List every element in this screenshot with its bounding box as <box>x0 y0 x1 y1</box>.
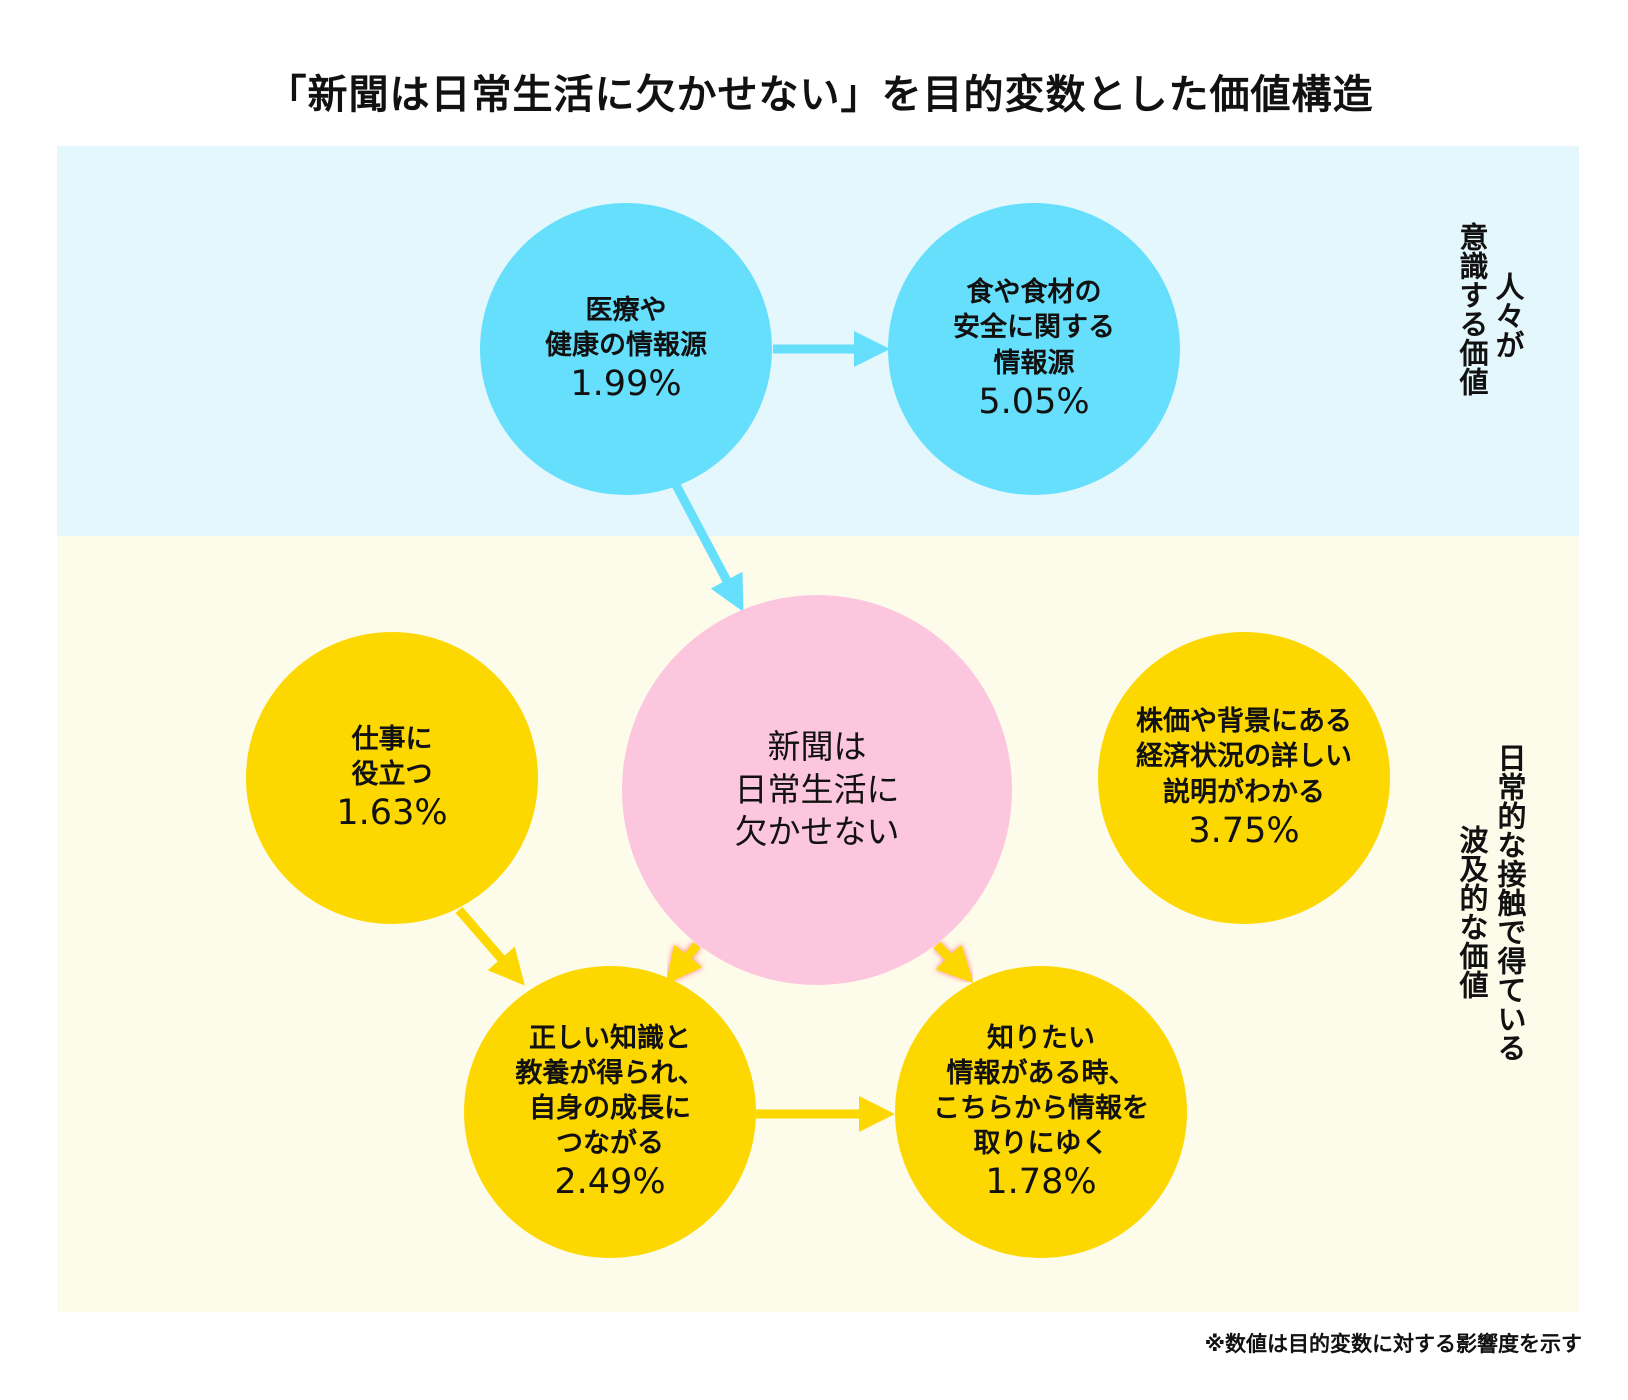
node-value: 1.78% <box>985 1162 1097 1203</box>
node-label: つながる <box>556 1128 664 1160</box>
node-label: 株価や背景にある <box>1136 706 1352 738</box>
node-label: 医療や <box>585 294 667 326</box>
node-target-variable: 新聞は 日常生活に 欠かせない <box>622 595 1012 985</box>
node-value: 5.05% <box>978 381 1090 422</box>
node-label: 自身の成長に <box>529 1093 691 1124</box>
node-value: 1.99% <box>570 364 682 405</box>
node-seek-information: 知りたい 情報がある時、 こちらから情報を 取りにゆく 1.78% <box>895 966 1187 1258</box>
node-label: こちらから情報を <box>933 1093 1149 1124</box>
edge-medical-center <box>672 482 744 612</box>
edge-center-knowledge <box>665 942 703 985</box>
node-label: 情報源 <box>993 347 1075 379</box>
node-label: 知りたい <box>987 1022 1095 1054</box>
section-label-bottom-line1: 日常的な接触で得ている <box>1493 743 1527 1062</box>
node-label: 情報がある時、 <box>946 1057 1136 1089</box>
node-label: 新聞は <box>767 726 867 766</box>
section-label-bottom-line2: 波及的な価値 <box>1455 825 1489 999</box>
node-label: 役立つ <box>351 759 433 790</box>
node-label: 食や食材の <box>966 277 1102 309</box>
node-label: 日常生活に <box>734 769 900 809</box>
footnote: ※数値は目的変数に対する影響度を示す <box>1204 1332 1582 1356</box>
section-label-top-line1: 人々が <box>1491 272 1525 359</box>
node-medical-info-source: 医療や 健康の情報源 1.99% <box>480 203 772 495</box>
node-value: 1.63% <box>336 793 448 834</box>
section-conscious-values <box>57 146 1579 536</box>
node-label: 欠かせない <box>734 812 900 852</box>
node-label: 安全に関する <box>953 312 1115 344</box>
node-knowledge-growth: 正しい知識と 教養が得られ、 自身の成長に つながる 2.49% <box>464 966 756 1258</box>
node-value: 3.75% <box>1188 810 1300 851</box>
node-label: 正しい知識と <box>529 1022 691 1054</box>
node-label: 説明がわかる <box>1163 776 1325 808</box>
section-label-top-line2: 意識する価値 <box>1455 222 1489 396</box>
node-label: 経済状況の詳しい <box>1136 741 1352 773</box>
node-economy-explanation: 株価や背景にある 経済状況の詳しい 説明がわかる 3.75% <box>1098 632 1390 924</box>
node-label: 取りにゆく <box>973 1128 1109 1160</box>
node-useful-for-work: 仕事に 役立つ 1.63% <box>246 632 538 924</box>
diagram-title: 「新聞は日常生活に欠かせない」を目的変数とした価値構造 <box>266 72 1374 118</box>
node-food-safety-info: 食や食材の 安全に関する 情報源 5.05% <box>888 203 1180 495</box>
edge-work-knowledge <box>455 907 525 986</box>
node-label: 教養が得られ、 <box>515 1057 705 1089</box>
node-label: 仕事に <box>351 723 433 755</box>
node-value: 2.49% <box>554 1162 666 1203</box>
node-label: 健康の情報源 <box>545 330 707 361</box>
edge-center-info <box>933 941 974 983</box>
